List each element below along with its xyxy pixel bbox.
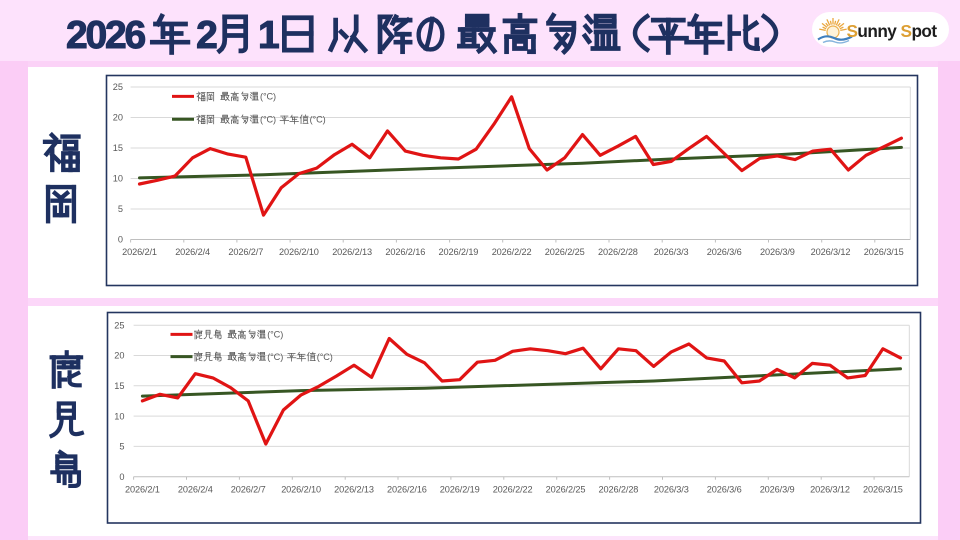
svg-text:2026/3/3: 2026/3/3 bbox=[654, 247, 689, 257]
svg-text:20: 20 bbox=[114, 351, 124, 361]
svg-text:2026/2/1: 2026/2/1 bbox=[125, 485, 160, 495]
svg-text:2026/3/12: 2026/3/12 bbox=[811, 247, 851, 257]
svg-text:5: 5 bbox=[119, 442, 124, 452]
svg-text:(°C): (°C) bbox=[317, 352, 333, 362]
svg-text:25: 25 bbox=[113, 82, 123, 92]
svg-text:2026/2/16: 2026/2/16 bbox=[385, 247, 425, 257]
svg-text:(°C): (°C) bbox=[260, 92, 276, 102]
svg-text:2: 2 bbox=[196, 14, 218, 57]
svg-text:15: 15 bbox=[113, 143, 123, 153]
svg-text:2026/2/19: 2026/2/19 bbox=[439, 247, 479, 257]
svg-text:10: 10 bbox=[113, 174, 123, 184]
svg-text:10: 10 bbox=[114, 411, 124, 421]
svg-text:(°C): (°C) bbox=[310, 115, 326, 125]
svg-text:2026/2/19: 2026/2/19 bbox=[440, 485, 480, 495]
svg-text:25: 25 bbox=[114, 320, 124, 330]
svg-text:2026/3/9: 2026/3/9 bbox=[760, 485, 795, 495]
svg-text:2026/3/12: 2026/3/12 bbox=[810, 485, 850, 495]
svg-text:2026/2/4: 2026/2/4 bbox=[178, 485, 213, 495]
svg-text:(°C): (°C) bbox=[267, 330, 283, 340]
svg-text:2026/3/15: 2026/3/15 bbox=[864, 247, 904, 257]
svg-text:0: 0 bbox=[119, 472, 124, 482]
svg-text:2026/2/28: 2026/2/28 bbox=[599, 485, 639, 495]
svg-text:2026/2/13: 2026/2/13 bbox=[334, 485, 374, 495]
svg-text:2026/2/22: 2026/2/22 bbox=[493, 485, 533, 495]
svg-text:2026/2/28: 2026/2/28 bbox=[598, 247, 638, 257]
svg-text:2026/2/7: 2026/2/7 bbox=[228, 247, 263, 257]
svg-text:2026/2/25: 2026/2/25 bbox=[546, 485, 586, 495]
svg-text:(°C): (°C) bbox=[267, 352, 283, 362]
svg-text:(°C): (°C) bbox=[260, 115, 276, 125]
svg-text:2026: 2026 bbox=[66, 14, 145, 57]
svg-text:2026/2/10: 2026/2/10 bbox=[281, 485, 321, 495]
svg-text:0: 0 bbox=[118, 235, 123, 245]
svg-text:2026/3/9: 2026/3/9 bbox=[760, 247, 795, 257]
svg-text:2026/3/3: 2026/3/3 bbox=[654, 485, 689, 495]
svg-text:2026/3/6: 2026/3/6 bbox=[707, 247, 742, 257]
svg-text:2026/3/15: 2026/3/15 bbox=[863, 485, 903, 495]
svg-text:15: 15 bbox=[114, 381, 124, 391]
svg-text:2026/2/16: 2026/2/16 bbox=[387, 485, 427, 495]
svg-text:2026/2/7: 2026/2/7 bbox=[231, 485, 266, 495]
svg-text:20: 20 bbox=[113, 113, 123, 123]
svg-text:2026/2/10: 2026/2/10 bbox=[279, 247, 319, 257]
svg-text:2026/2/25: 2026/2/25 bbox=[545, 247, 585, 257]
svg-text:2026/3/6: 2026/3/6 bbox=[707, 485, 742, 495]
svg-text:2026/2/13: 2026/2/13 bbox=[332, 247, 372, 257]
svg-text:2026/2/1: 2026/2/1 bbox=[122, 247, 157, 257]
svg-text:Sunny Spot: Sunny Spot bbox=[847, 21, 938, 41]
svg-text:2026/2/4: 2026/2/4 bbox=[175, 247, 210, 257]
svg-text:2026/2/22: 2026/2/22 bbox=[492, 247, 532, 257]
svg-text:5: 5 bbox=[118, 204, 123, 214]
svg-text:1: 1 bbox=[258, 14, 280, 57]
